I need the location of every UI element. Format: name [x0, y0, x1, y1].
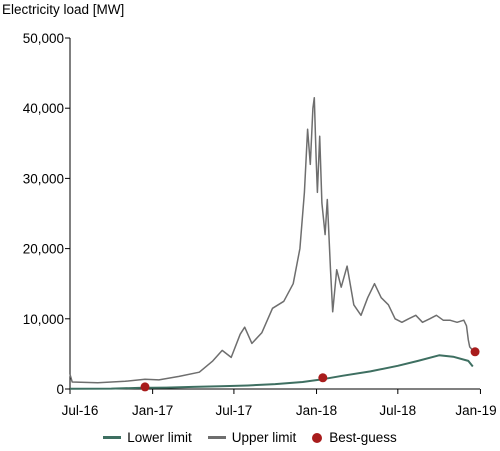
x-tick-label: Jul-17	[216, 403, 253, 418]
legend-label-upper-limit: Upper limit	[231, 430, 297, 445]
legend-swatch-upper-limit	[207, 436, 226, 439]
chart-legend: Lower limit Upper limit Best-guess	[0, 430, 500, 445]
y-tick-label: 20,000	[23, 242, 64, 257]
y-tick-label: 30,000	[23, 171, 64, 186]
data-point-best-guess	[318, 373, 328, 383]
data-point-best-guess	[140, 382, 150, 392]
chart-axes: 0 10,000 20,000 30,000 40,000 50,000 Jul-16 Jan…	[23, 31, 497, 418]
legend-label-lower-limit: Lower limit	[127, 430, 192, 445]
chart-series	[69, 96, 480, 392]
x-tick-label: Jul-18	[379, 403, 416, 418]
legend-item-upper-limit: Upper limit	[207, 430, 297, 445]
y-tick-label: 40,000	[23, 101, 64, 116]
series-line-upper-limit	[69, 96, 474, 384]
legend-label-best-guess: Best-guess	[329, 430, 397, 445]
legend-swatch-lower-limit	[103, 436, 122, 439]
x-tick-label: Jan-19	[455, 403, 496, 418]
y-axis-title: Electricity load [MW]	[2, 2, 125, 17]
y-tick-label: 0	[56, 382, 64, 397]
y-tick-label: 10,000	[23, 312, 64, 327]
x-tick-label: Jul-16	[62, 403, 99, 418]
data-point-best-guess	[470, 347, 480, 357]
x-tick-label: Jan-18	[296, 403, 337, 418]
x-tick-label: Jan-17	[132, 403, 173, 418]
legend-swatch-best-guess	[312, 432, 323, 443]
series-line-lower-limit	[69, 354, 474, 390]
legend-item-best-guess: Best-guess	[312, 430, 397, 445]
chart-plot-area: 0 10,000 20,000 30,000 40,000 50,000 Jul-16 Jan…	[23, 31, 497, 418]
y-tick-label: 50,000	[23, 31, 64, 46]
legend-item-lower-limit: Lower limit	[103, 430, 192, 445]
